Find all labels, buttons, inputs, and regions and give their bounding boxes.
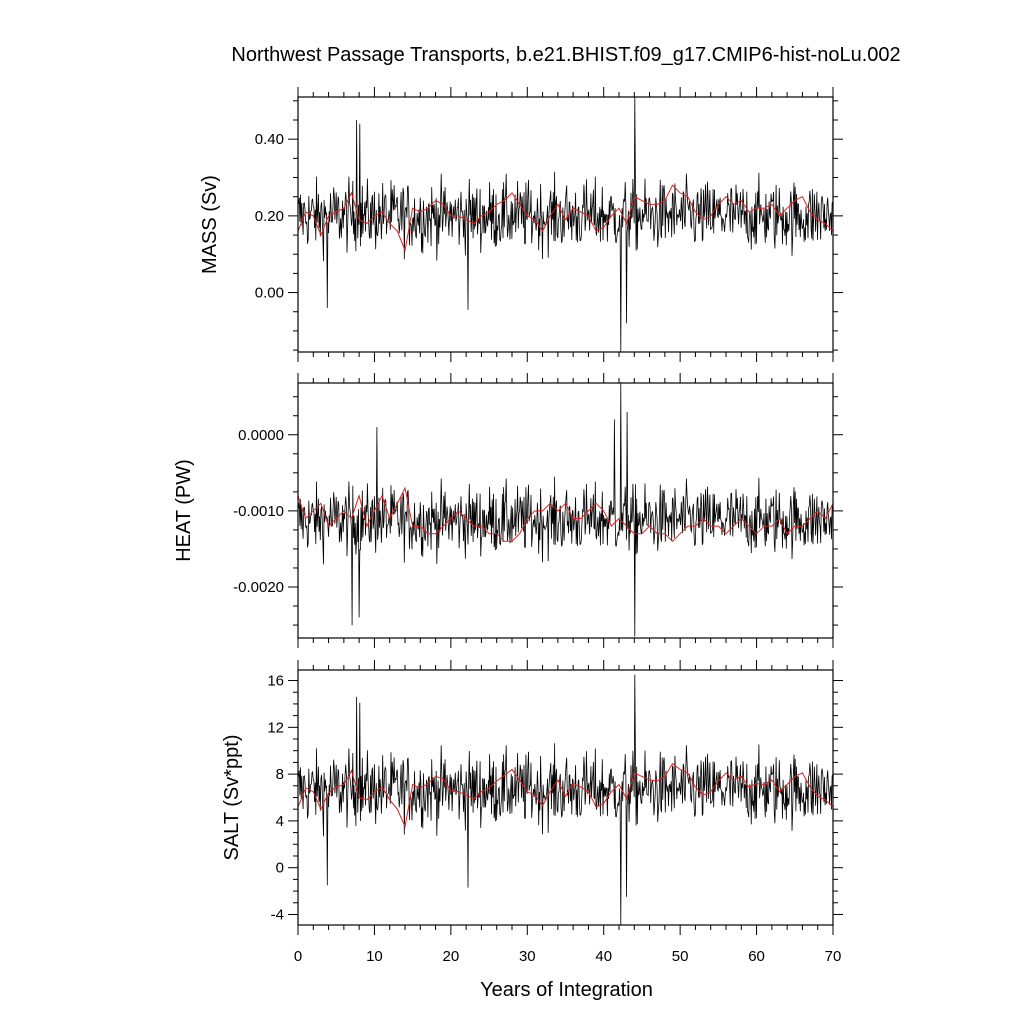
y-axis-title: HEAT (PW): [173, 459, 195, 562]
panel-0: 0.00 0.20 0.40 MASS (Sv): [199, 87, 843, 362]
y-tick-label: 4: [276, 813, 284, 830]
chart-title: Northwest Passage Transports, b.e21.BHIS…: [231, 44, 901, 66]
y-tick-label: 0.0000: [238, 427, 284, 444]
y-axis-title: SALT (Sv*ppt): [221, 735, 243, 861]
y-tick-label: -4: [271, 906, 284, 923]
x-tick-label: 50: [672, 948, 689, 965]
y-tick-label: 8: [276, 766, 284, 783]
x-tick-label: 70: [825, 948, 842, 965]
y-tick-label: -0.0020: [233, 579, 284, 596]
x-axis-title: Years of Integration: [480, 979, 653, 1001]
series-monthly-line: [298, 97, 833, 352]
y-tick-label: -0.0010: [233, 503, 284, 520]
panel-frame: [297, 96, 834, 353]
y-tick-label: 0.40: [255, 131, 284, 148]
x-tick-label: 0: [294, 948, 302, 965]
y-tick-label: 16: [267, 673, 284, 690]
x-tick-label: 60: [748, 948, 765, 965]
series-annual-line: [298, 762, 833, 829]
series-annual-line: [298, 486, 833, 543]
y-tick-label: 0: [276, 860, 284, 877]
x-tick-label: 20: [443, 948, 460, 965]
panel-2: -4 0 4 8 12 16 SALT (Sv*ppt): [221, 660, 843, 935]
x-tick-label: 30: [519, 948, 536, 965]
y-axis-title: MASS (Sv): [199, 175, 221, 274]
x-tick-label: 10: [366, 948, 383, 965]
y-tick-label: 12: [267, 719, 284, 736]
panel-1: -0.0020 -0.0010 0.0000 HEAT (PW): [173, 373, 843, 648]
y-tick-label: 0.00: [255, 285, 284, 302]
y-tick-label: 0.20: [255, 208, 284, 225]
series-monthly-line: [298, 674, 833, 925]
series-monthly-line: [298, 383, 833, 637]
series-annual-line: [298, 184, 833, 253]
x-tick-label: 40: [595, 948, 612, 965]
